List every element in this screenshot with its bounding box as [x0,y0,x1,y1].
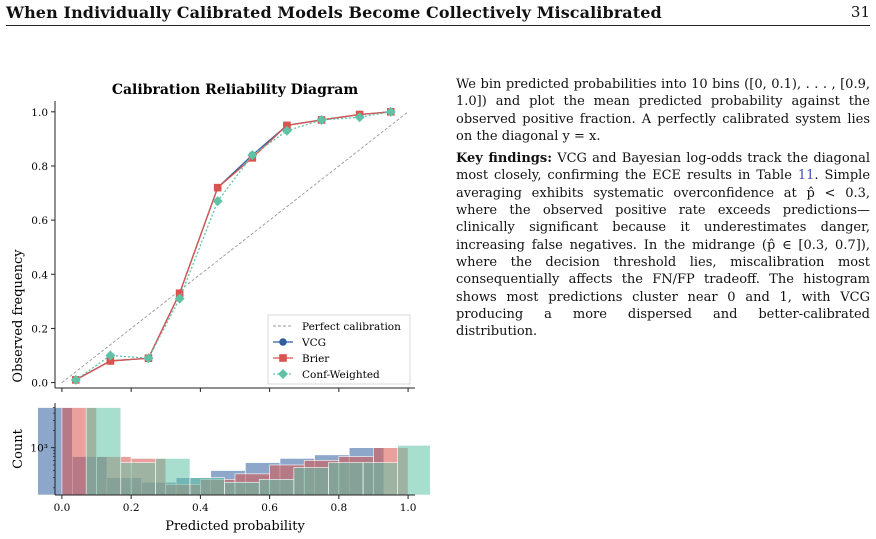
hist-series-conf-weighted [85,407,430,496]
data-point-brier [175,289,184,298]
series-conf-weighted [70,106,396,385]
y-axis-label-bottom: Count [11,428,26,469]
paragraph-method: We bin predicted probabilities into 10 b… [456,77,870,144]
x-tick-label: 0.0 [54,502,71,514]
data-point-conf-weighted [316,114,327,125]
data-point-brier [213,183,222,192]
body-text: We bin predicted probabilities into 10 b… [456,76,870,345]
hist-bar-conf-weighted [328,462,364,496]
page-number: 31 [850,3,870,21]
running-title: When Individually Calibrated Models Beco… [6,3,662,22]
legend-label: VCG [301,337,326,349]
hist-bar-conf-weighted [362,462,398,496]
data-point-brier [283,121,291,130]
y-tick-label: 0.8 [31,161,48,173]
data-point-conf-weighted [143,353,154,364]
data-point-conf-weighted [174,293,185,304]
hist-bar-conf-weighted [189,477,225,496]
perfect-calibration-line [61,111,409,383]
y-tick-label: 0.0 [31,378,48,390]
findings-text-pre: VCG and Bayesian log-odds track the diag… [456,151,870,184]
x-tick-label: 0.4 [192,502,209,514]
histogram-plot: 10³ 0.0 0.2 0.4 0.6 0.8 1.0 [30,403,430,514]
hist-bar-conf-weighted [155,458,191,496]
x-tick-label: 0.6 [261,502,278,514]
hist-bar-conf-weighted [120,462,156,496]
legend-label: Brier [302,353,330,365]
data-point-conf-weighted [385,106,396,117]
data-point-conf-weighted [70,374,81,385]
x-tick-label: 0.8 [330,502,347,514]
x-tick-label: 0.2 [123,502,140,514]
series-line-brier [75,111,391,381]
findings-text-post: . Simple averaging exhibits systematic o… [456,168,871,340]
reliability-plot: 0.0 0.2 0.4 0.6 0.8 1.0 Perfect calibration VCG… [31,101,415,392]
figure: Calibration Reliability Diagram Observed… [11,82,430,534]
y-tick-label: 0.2 [31,323,48,335]
hist-bar-conf-weighted [224,481,260,496]
x-axis-label: Predicted probability [165,519,305,534]
y-tick-label: 0.4 [31,269,48,281]
data-point-conf-weighted [354,112,365,123]
data-point-brier [106,357,115,365]
data-point-conf-weighted [212,196,223,207]
legend-marker [279,354,287,362]
legend: Perfect calibration VCG Brier Conf-Weighted [267,314,411,385]
hist-bar-conf-weighted [85,407,122,496]
data-point-conf-weighted [247,150,258,161]
table-ref-link[interactable]: 11 [797,168,815,184]
hist-bar-conf-weighted [293,467,329,496]
legend-box [267,314,411,385]
series-line-conf-weighted [75,111,391,381]
y-tick-label: 0.6 [31,215,48,227]
x-tick-label: 1.0 [400,502,417,514]
y-tick-label: 1.0 [31,107,48,119]
chart-title: Calibration Reliability Diagram [112,82,358,98]
data-point-conf-weighted [281,125,292,136]
legend-label: Perfect calibration [302,321,401,333]
legend-marker [279,338,287,346]
findings-lead: Key findings: [456,151,553,167]
running-header: When Individually Calibrated Models Beco… [6,3,870,26]
y-tick-label-bottom: 10³ [30,443,48,455]
data-point-conf-weighted [105,350,116,361]
paragraph-findings: Key findings: VCG and Bayesian log-odds … [456,150,870,340]
y-axis-label-top: Observed frequency [11,249,26,383]
hist-bar-conf-weighted [397,445,430,496]
legend-marker [278,369,288,379]
hist-bar-conf-weighted [258,479,295,496]
legend-label: Conf-Weighted [302,369,380,381]
